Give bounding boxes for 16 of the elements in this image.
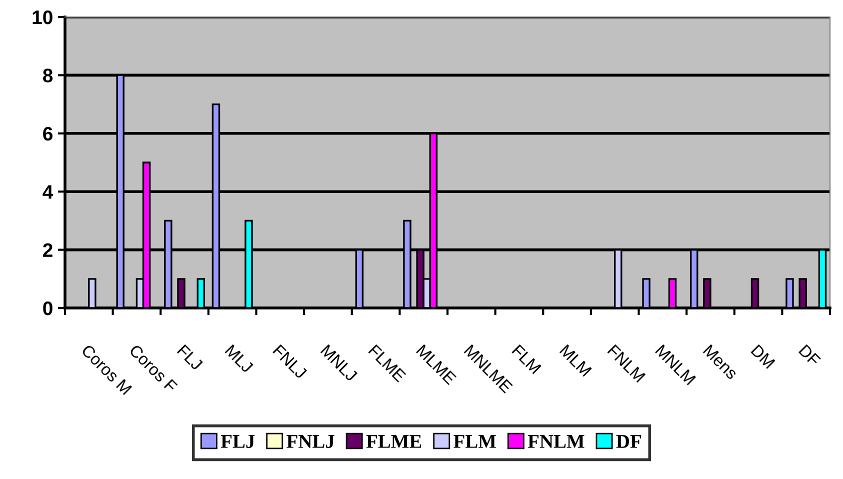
- x-tick-label: MLJ: [224, 344, 254, 373]
- legend-label: FLME: [366, 435, 422, 448]
- x-tick-label: FLJ: [176, 344, 203, 370]
- legend-label: FNLJ: [286, 435, 334, 448]
- y-tick-label: 0: [43, 301, 52, 316]
- legend-label: FLJ: [220, 435, 255, 448]
- x-tick-label: DF: [798, 344, 821, 367]
- legend-label: FNLM: [528, 435, 584, 448]
- legend-label: FLM: [454, 435, 496, 448]
- legend-label: DF: [616, 435, 641, 448]
- y-tick-label: 6: [43, 126, 52, 141]
- x-tick-label: DM: [750, 344, 776, 369]
- y-tick-label: 8: [43, 68, 53, 82]
- y-tick-label: 10: [32, 10, 52, 24]
- y-tick-label: 2: [43, 243, 52, 257]
- y-tick-label: 4: [42, 185, 54, 199]
